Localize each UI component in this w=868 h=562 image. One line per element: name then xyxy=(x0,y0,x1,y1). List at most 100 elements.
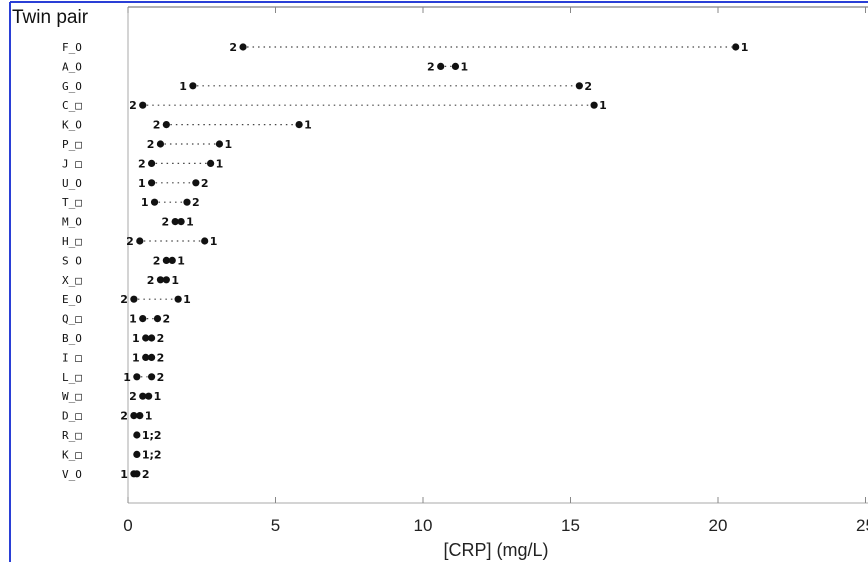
crp-point xyxy=(437,62,445,70)
point-tag: 2 xyxy=(138,157,146,170)
crp-point xyxy=(451,62,460,70)
crp-point xyxy=(174,295,182,303)
pair-label: L_□ xyxy=(62,371,82,384)
crp-point xyxy=(295,121,303,129)
point-tag: 2 xyxy=(157,351,165,364)
x-tick-label: 10 xyxy=(414,516,433,535)
pair-label: A_O xyxy=(62,60,82,73)
crp-point xyxy=(168,256,176,264)
crp-point xyxy=(133,431,141,439)
point-tag: 2 xyxy=(120,410,128,423)
point-tag: 2 xyxy=(129,390,137,403)
pair-label: K_□ xyxy=(62,448,82,461)
point-tag: 1 xyxy=(138,177,146,190)
twin-pairs: F_O 2 1A_O 2 1G_O 1 2C_□ 2 1K_O 2 1P_□ 2 1J □ 2 1U_O 1 2… xyxy=(62,41,748,481)
crp-point xyxy=(162,256,170,264)
crp-point xyxy=(133,373,141,381)
point-tag: 2 xyxy=(163,313,171,326)
crp-point xyxy=(148,159,156,167)
pair-row: W_□ 2 1 xyxy=(62,390,161,403)
pair-row: I □ 1 2 xyxy=(62,351,164,364)
pair-row: L_□ 1 2 xyxy=(62,371,164,384)
x-tick-label: 15 xyxy=(561,516,580,535)
point-tag: 2 xyxy=(162,216,170,229)
pair-row: S O 2 1 xyxy=(62,254,185,267)
point-tag: 2 xyxy=(147,138,155,151)
crp-point xyxy=(156,276,165,284)
pair-row: K_□ 1;2 xyxy=(62,448,162,461)
point-tag: 1 xyxy=(154,390,162,403)
crp-point xyxy=(732,43,740,51)
crp-point xyxy=(590,101,598,109)
pair-label: B_O xyxy=(62,332,82,345)
point-tag: 1 xyxy=(132,351,140,364)
point-tag: 1 xyxy=(145,410,153,423)
pair-label: J □ xyxy=(62,157,82,170)
point-tag: 2 xyxy=(584,80,592,93)
pair-row: A_O 2 1 xyxy=(62,60,468,73)
x-tick-label: 5 xyxy=(271,516,280,535)
pair-row: P_□ 2 1 xyxy=(62,138,232,151)
point-tag: 2 xyxy=(157,332,165,345)
crp-point xyxy=(162,276,170,284)
crp-point xyxy=(183,198,191,206)
point-tag: 1 xyxy=(132,332,140,345)
pair-row: M_O 2 1 xyxy=(62,216,194,229)
pair-row: Q_□ 1 2 xyxy=(62,313,170,326)
pair-label: V_O xyxy=(62,468,82,481)
point-tag: 1 xyxy=(599,99,607,112)
point-tag: 1 xyxy=(304,119,312,132)
pair-row: T_□ 1 2 xyxy=(62,196,200,209)
pair-label: Q_□ xyxy=(62,313,82,326)
point-tag: 1 xyxy=(183,293,191,306)
x-tick-label: 25 xyxy=(856,516,868,535)
crp-point xyxy=(177,218,185,226)
pair-row: J □ 2 1 xyxy=(62,157,223,170)
crp-point xyxy=(207,159,215,167)
x-tick-label: 20 xyxy=(709,516,728,535)
crp-point xyxy=(156,140,165,148)
crp-point xyxy=(215,140,224,148)
crp-point xyxy=(139,315,147,323)
x-tick-label: 0 xyxy=(123,516,132,535)
chart-title: Twin pair xyxy=(12,7,89,28)
crp-point xyxy=(133,450,141,458)
pair-row: R_□ 1;2 xyxy=(62,429,162,442)
pair-row: K_O 2 1 xyxy=(62,119,312,132)
crp-point xyxy=(162,121,170,129)
point-tag: 1 xyxy=(120,468,128,481)
point-tag: 2 xyxy=(142,468,150,481)
crp-point xyxy=(192,179,200,187)
point-tag: 1 xyxy=(177,254,185,267)
crp-point xyxy=(130,412,138,420)
point-tag: 1 xyxy=(460,60,468,73)
point-tag: 1 xyxy=(741,41,749,54)
point-tag: 2 xyxy=(153,119,161,132)
crp-point xyxy=(139,101,147,109)
pair-row: H_□ 2 1 xyxy=(62,235,217,248)
pair-row: C_□ 2 1 xyxy=(62,99,607,112)
crp-point xyxy=(136,237,144,245)
pair-row: F_O 2 1 xyxy=(62,41,748,54)
point-tag: 2 xyxy=(129,99,137,112)
point-tag: 1 xyxy=(210,235,218,248)
pair-row: X_□ 2 1 xyxy=(62,274,179,287)
point-tag: 2 xyxy=(201,177,209,190)
pair-label: U_O xyxy=(62,177,82,190)
pair-label: X_□ xyxy=(62,274,82,287)
pair-row: B_O 1 2 xyxy=(62,332,164,345)
pair-label: R_□ xyxy=(62,429,82,442)
pair-row: U_O 1 2 xyxy=(62,177,209,190)
crp-point xyxy=(148,373,156,381)
point-tag: 2 xyxy=(126,235,134,248)
pair-label: G_O xyxy=(62,80,82,93)
crp-point xyxy=(148,179,156,187)
point-tag: 2 xyxy=(427,60,435,73)
pair-label: I □ xyxy=(62,351,82,364)
pair-label: K_O xyxy=(62,119,82,132)
pair-label: H_□ xyxy=(62,235,82,248)
point-tag: 1 xyxy=(224,138,232,151)
crp-point xyxy=(201,237,209,245)
crp-point xyxy=(136,412,144,420)
